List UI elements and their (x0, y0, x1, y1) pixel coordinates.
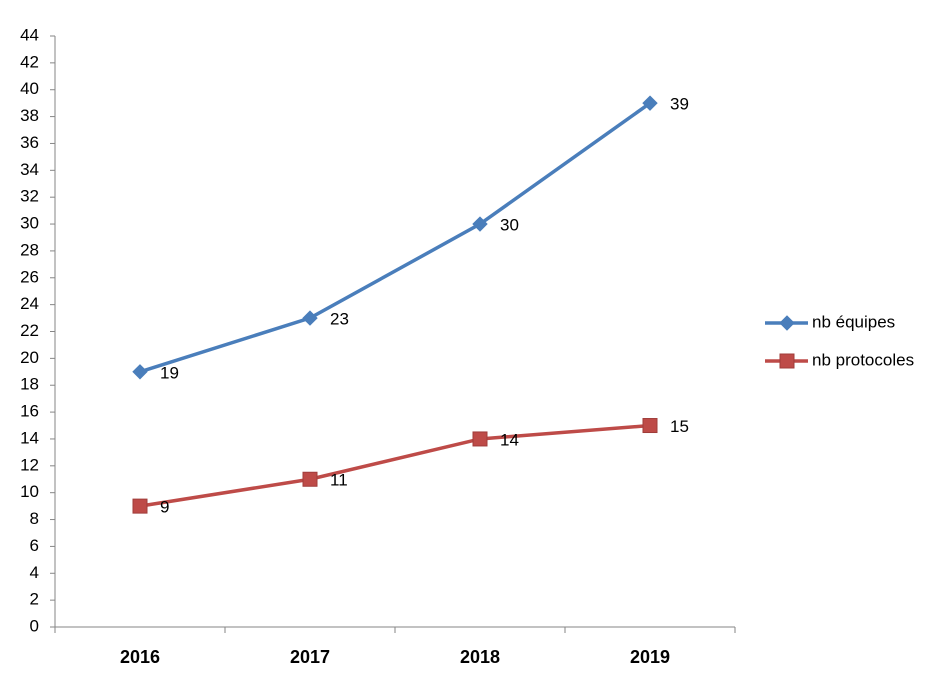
y-tick-label: 44 (20, 25, 39, 44)
x-tick-label: 2016 (120, 647, 160, 667)
legend-marker (779, 353, 795, 369)
y-tick-label: 28 (20, 240, 39, 259)
y-tick-label: 4 (30, 563, 39, 582)
y-tick-label: 16 (20, 402, 39, 421)
y-tick-label: 22 (20, 321, 39, 340)
data-label: 30 (500, 216, 519, 235)
data-label: 15 (670, 417, 689, 436)
y-tick-label: 8 (30, 509, 39, 528)
x-tick-label: 2018 (460, 647, 500, 667)
y-tick-label: 32 (20, 187, 39, 206)
data-point (132, 498, 148, 514)
y-tick-label: 14 (20, 428, 39, 447)
y-tick-label: 0 (30, 616, 39, 635)
data-label: 19 (160, 363, 179, 382)
legend-label: nb protocoles (812, 350, 914, 369)
legend-marker (779, 315, 795, 331)
data-point (302, 471, 318, 487)
y-tick-label: 12 (20, 455, 39, 474)
y-tick-label: 26 (20, 267, 39, 286)
y-tick-label: 38 (20, 106, 39, 125)
data-point (642, 95, 658, 111)
series-line (139, 101, 652, 374)
data-label: 9 (160, 498, 169, 517)
y-tick-label: 2 (30, 590, 39, 609)
data-label: 39 (670, 95, 689, 114)
data-point (472, 216, 488, 232)
data-point (132, 364, 148, 380)
x-tick-label: 2017 (290, 647, 330, 667)
y-tick-label: 24 (20, 294, 39, 313)
y-tick-label: 30 (20, 214, 39, 233)
data-label: 23 (330, 310, 349, 329)
series-line (139, 423, 651, 508)
data-label: 11 (330, 471, 348, 490)
data-point (472, 431, 488, 447)
y-tick-label: 10 (20, 482, 39, 501)
data-label: 14 (500, 430, 519, 449)
y-tick-label: 18 (20, 375, 39, 394)
x-tick-label: 2019 (630, 647, 670, 667)
data-point (302, 310, 318, 326)
data-point (642, 418, 658, 434)
legend-label: nb équipes (812, 312, 895, 331)
y-tick-label: 20 (20, 348, 39, 367)
y-tick-label: 42 (20, 52, 39, 71)
y-tick-label: 36 (20, 133, 39, 152)
y-tick-label: 40 (20, 79, 39, 98)
y-tick-label: 6 (30, 536, 39, 555)
y-tick-label: 34 (20, 160, 39, 179)
